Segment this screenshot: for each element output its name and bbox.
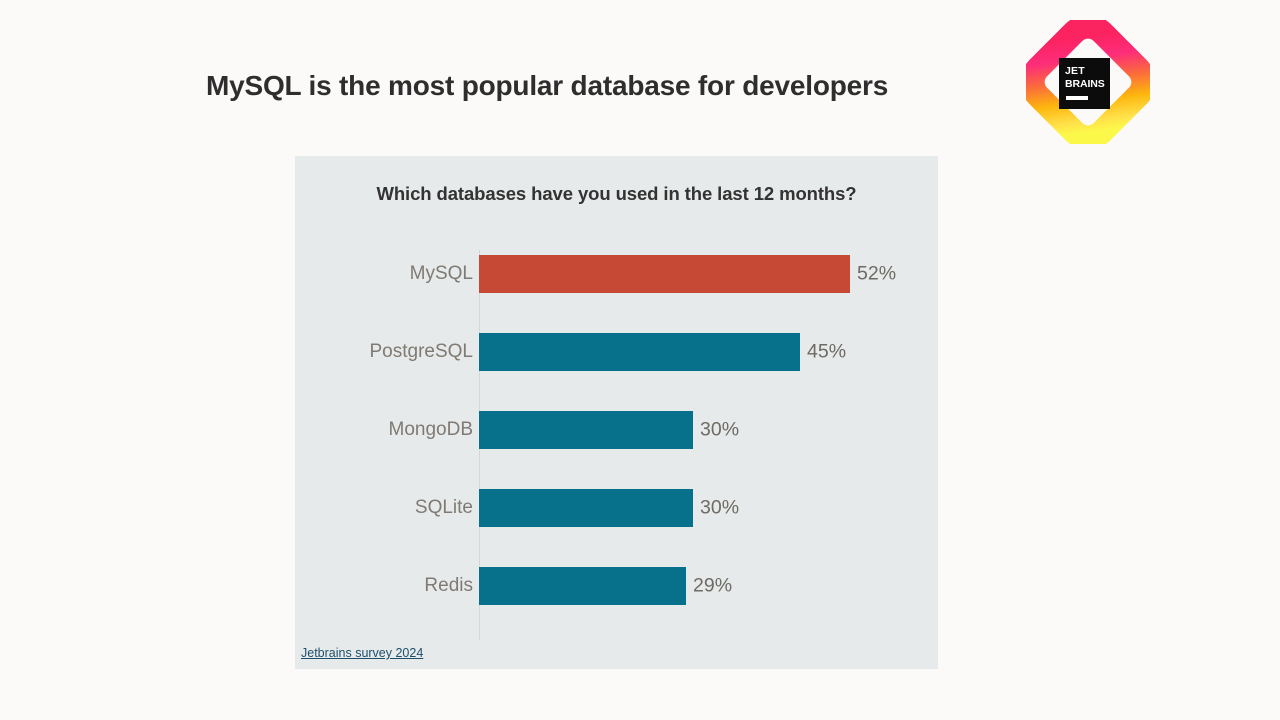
jetbrains-wordmark-line1: JET — [1065, 65, 1085, 77]
bar-value-label: 30% — [700, 496, 740, 519]
source-link[interactable]: Jetbrains survey 2024 — [301, 646, 424, 660]
jetbrains-wordmark: JET BRAINS — [1059, 58, 1110, 109]
bar — [479, 333, 800, 371]
bar-row: SQLite 30% — [295, 489, 938, 527]
page-title: MySQL is the most popular database for d… — [206, 70, 889, 101]
bar — [479, 567, 686, 605]
jetbrains-logo-mark — [1026, 20, 1150, 144]
chart-title: Which databases have you used in the las… — [376, 183, 857, 204]
jetbrains-wordmark-line2: BRAINS — [1065, 78, 1105, 90]
chart-panel: Which databases have you used in the las… — [295, 156, 938, 669]
bar-value-label: 52% — [857, 262, 897, 285]
bar-category-label: MongoDB — [388, 419, 474, 440]
bar-category-label: SQLite — [414, 497, 473, 518]
bar-row: Redis 29% — [295, 567, 938, 605]
bar — [479, 255, 850, 293]
bar-chart-plot-area: MySQL 52% PostgreSQL 45% MongoDB 30% SQLite 30%… — [295, 156, 938, 669]
bar-row: MySQL 52% — [295, 255, 938, 293]
jetbrains-logo: JET BRAINS — [1026, 20, 1150, 144]
bar-row: MongoDB 30% — [295, 411, 938, 449]
bar-value-label: 45% — [807, 340, 847, 363]
jetbrains-underscore-icon — [1066, 96, 1088, 100]
bar-category-label: PostgreSQL — [369, 341, 474, 362]
bar-value-label: 29% — [693, 574, 733, 597]
bar-value-label: 30% — [700, 418, 740, 441]
bar-category-label: Redis — [424, 575, 473, 596]
bar-row: PostgreSQL 45% — [295, 333, 938, 371]
bar — [479, 489, 693, 527]
bar-category-label: MySQL — [409, 263, 473, 284]
bar — [479, 411, 693, 449]
